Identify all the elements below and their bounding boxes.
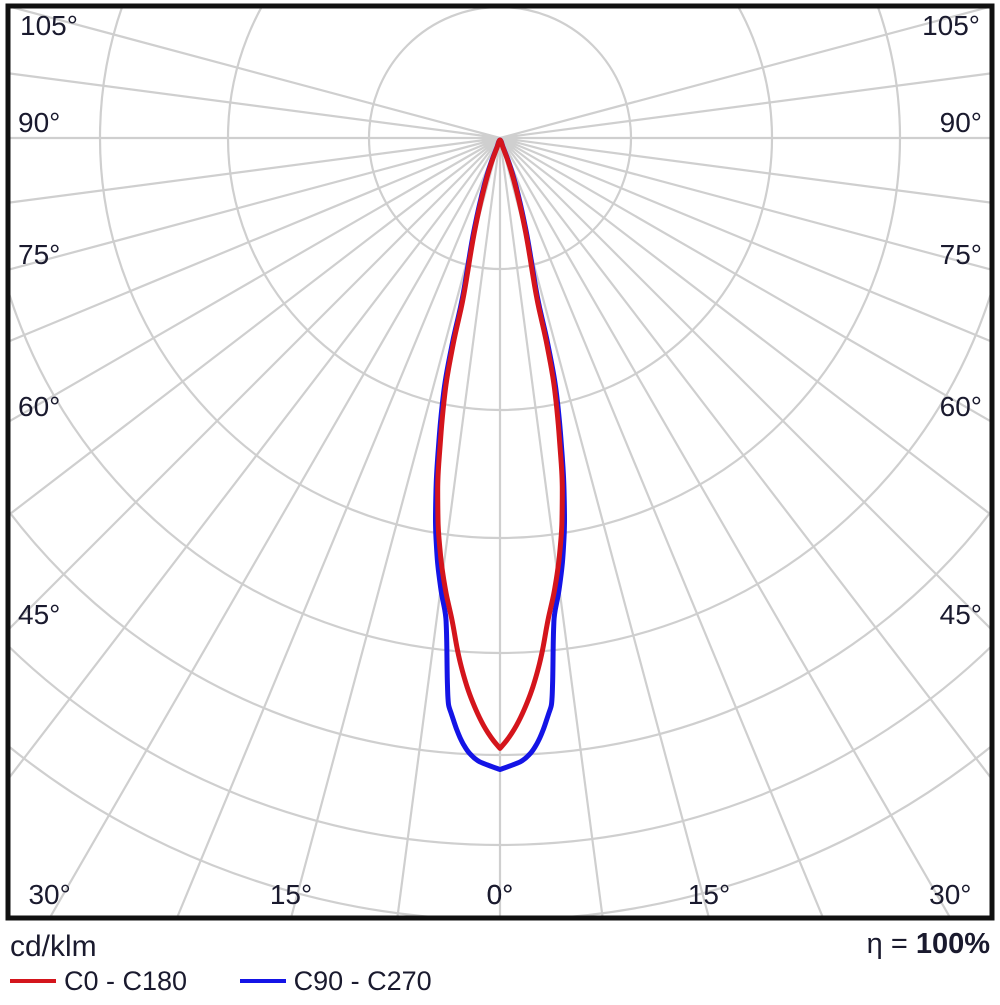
svg-text:45°: 45° [18,599,60,630]
svg-text:105°: 105° [922,10,980,41]
svg-text:90°: 90° [940,107,982,138]
svg-text:45°: 45° [940,599,982,630]
svg-text:75°: 75° [18,239,60,270]
svg-text:90°: 90° [18,107,60,138]
svg-text:0°: 0° [487,879,514,910]
svg-text:75°: 75° [940,239,982,270]
svg-text:105°: 105° [20,10,78,41]
svg-text:15°: 15° [270,879,312,910]
svg-text:60°: 60° [18,391,60,422]
svg-text:30°: 30° [28,879,70,910]
svg-text:30°: 30° [929,879,971,910]
svg-text:15°: 15° [688,879,730,910]
svg-text:60°: 60° [940,391,982,422]
